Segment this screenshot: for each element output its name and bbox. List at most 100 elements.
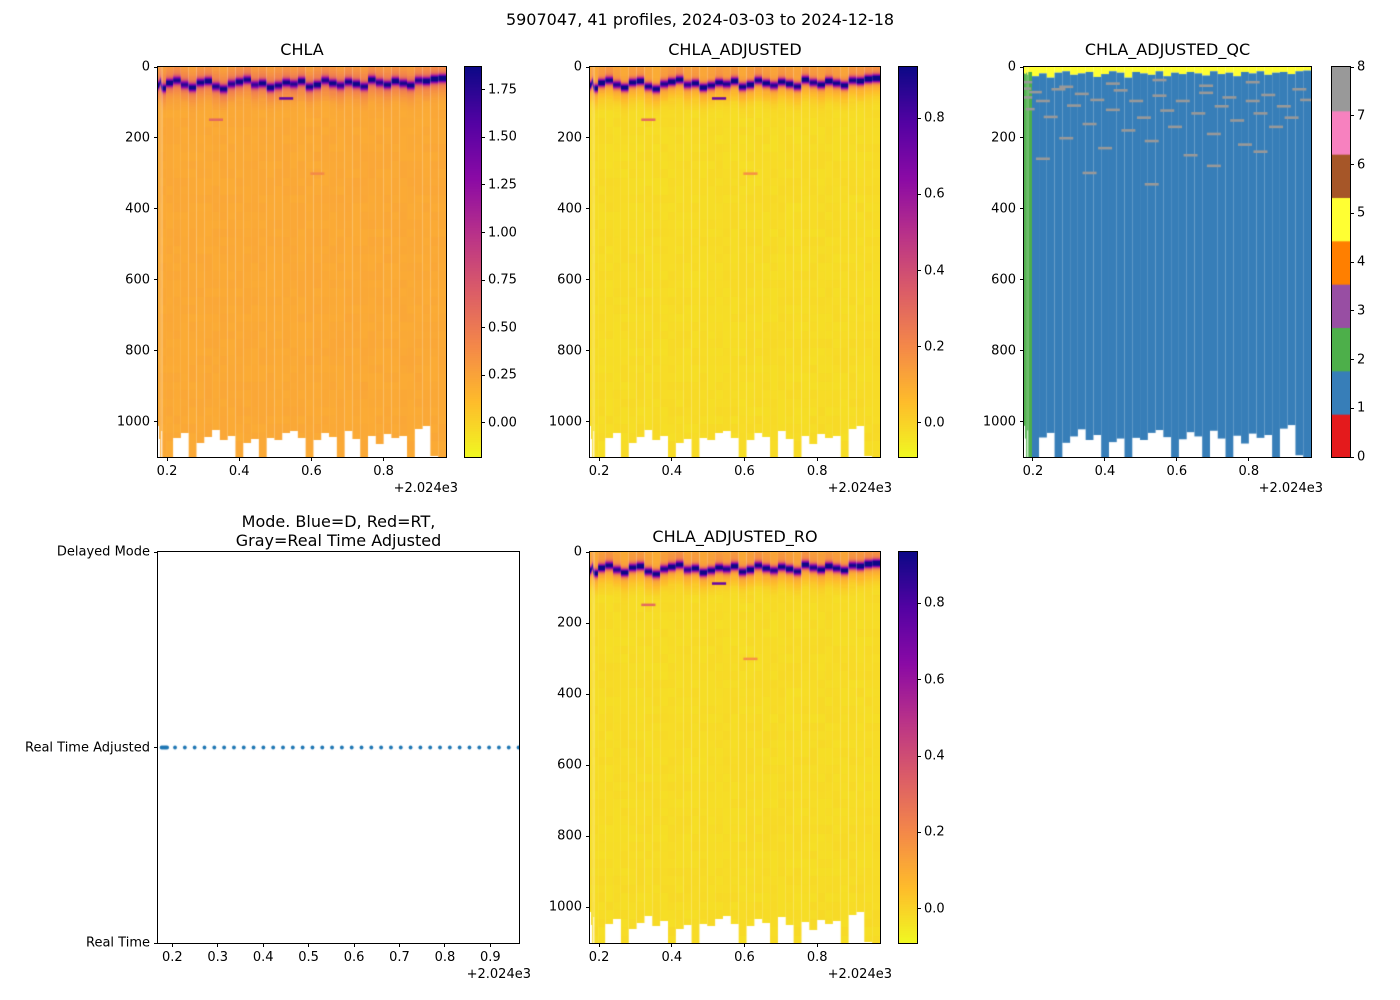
y-tick-mark [154, 350, 158, 352]
y-tick-label: 0 [573, 59, 582, 75]
colorbar-tick-label: 0.25 [488, 367, 517, 383]
colorbar-tick-mark [1350, 164, 1354, 165]
x-tick-mark [166, 457, 168, 461]
y-tick-label: 400 [991, 201, 1016, 217]
colorbar-tick-label: 0.4 [924, 748, 945, 764]
colorbar-tick-mark [917, 117, 921, 119]
x-tick-label: 0.8 [1238, 464, 1260, 479]
y-tick-mark [586, 693, 590, 695]
y-tick-mark [1020, 350, 1024, 352]
x-tick-mark [671, 943, 673, 947]
y-tick-mark [586, 137, 590, 139]
chla-adjusted-colorbar-canvas [899, 67, 917, 457]
y-tick-label: 600 [557, 272, 582, 288]
colorbar-tick-mark [1350, 310, 1354, 312]
y-tick-label: 400 [557, 201, 582, 217]
chla-title: CHLA [280, 40, 324, 59]
colorbar-tick-label: 0.2 [924, 339, 945, 355]
y-tick-mark [1020, 137, 1024, 139]
colorbar-tick-label: 4 [1357, 254, 1366, 270]
chla-adjusted-ro-colorbar: 0.8 0.6 0.4 0.2 0.0 [898, 551, 945, 944]
chla-colorbar-canvas [465, 67, 481, 457]
chla-adjusted-ro-colorbar-canvas [899, 552, 917, 943]
colorbar-tick-mark [481, 184, 485, 186]
x-axis-offset-label: +2.024e3 [827, 967, 892, 982]
y-category-label: Real Time Adjusted [25, 740, 150, 755]
colorbar-tick-mark [481, 232, 485, 233]
y-tick-mark [586, 208, 590, 210]
colorbar-tick-label: 0.6 [924, 672, 945, 688]
x-tick-mark [816, 943, 818, 947]
y-tick-label: 0 [141, 59, 150, 75]
colorbar-tick-mark [917, 831, 921, 833]
colorbar-tick-mark [481, 136, 485, 138]
colorbar-tick-label: 1.00 [488, 225, 517, 240]
colorbar-tick-mark [1350, 359, 1354, 360]
x-tick-mark [310, 457, 312, 461]
y-tick-label: 1000 [548, 899, 582, 915]
y-tick-mark [586, 906, 590, 908]
x-tick-label: 0.2 [161, 950, 183, 965]
x-tick-mark [598, 457, 600, 461]
colorbar-tick-label: 0.75 [488, 272, 517, 288]
colorbar-tick-label: 1.25 [488, 177, 517, 193]
y-tick-mark [154, 279, 158, 281]
colorbar-tick-label: 0.0 [924, 415, 945, 431]
y-tick-label: 600 [125, 272, 150, 288]
colorbar-tick-label: 2 [1357, 352, 1366, 367]
colorbar-tick-label: 7 [1357, 108, 1366, 124]
y-tick-mark [586, 350, 590, 352]
colorbar-tick-mark [1350, 261, 1354, 263]
chla-adjusted-heatmap-canvas [590, 67, 880, 457]
colorbar-tick-label: 1.50 [488, 129, 517, 145]
figure-title: 5907047, 41 profiles, 2024-03-03 to 2024… [505, 10, 895, 29]
y-tick-mark [586, 421, 590, 423]
x-axis-offset-label: +2.024e3 [827, 481, 892, 496]
chla-adjusted-ro-plot: 0.2 0.4 0.6 0.8 +2.024e3 0 200 400 600 800 1000 [549, 545, 892, 983]
y-tick-mark [154, 66, 158, 68]
x-tick-label: 0.4 [1094, 464, 1116, 479]
x-tick-mark [598, 943, 600, 947]
y-tick-mark [154, 747, 158, 748]
x-tick-label: 0.6 [734, 950, 755, 965]
chla-adjusted-colorbar: 0.8 0.6 0.4 0.2 0.0 [898, 66, 945, 458]
y-tick-mark [586, 622, 590, 624]
colorbar-tick-mark [1350, 456, 1354, 458]
chla-adjusted-plot: 0.2 0.4 0.6 0.8 +2.024e3 0 200 400 600 800 1000 [549, 60, 892, 497]
y-tick-label: 200 [991, 130, 1016, 146]
x-tick-label: 0.8 [373, 464, 394, 479]
y-tick-label: 1000 [548, 414, 582, 430]
y-tick-mark [154, 551, 158, 553]
y-tick-label: 800 [557, 343, 582, 359]
y-tick-mark [154, 137, 158, 139]
x-tick-mark [217, 943, 219, 947]
colorbar-tick-mark [481, 422, 485, 424]
x-tick-mark [171, 943, 173, 947]
x-tick-mark [262, 943, 264, 947]
chla-adjusted-qc-colorbar: 0 1 2 3 4 5 6 7 8 [1331, 60, 1365, 465]
y-tick-mark [586, 835, 590, 837]
x-tick-label: 0.4 [661, 464, 683, 479]
colorbar-tick-label: 5 [1357, 205, 1366, 221]
colorbar-tick-mark [1350, 66, 1354, 68]
y-tick-mark [1020, 66, 1024, 68]
y-tick-mark [586, 279, 590, 281]
colorbar-tick-label: 0.8 [924, 595, 945, 611]
chla-adjusted-ro-title: CHLA_ADJUSTED_RO [652, 527, 818, 546]
colorbar-tick-label: 0.00 [488, 415, 517, 431]
x-tick-label: 0.2 [156, 464, 178, 479]
x-tick-mark [489, 943, 491, 947]
y-tick-label: 600 [991, 272, 1016, 288]
y-tick-mark [154, 208, 158, 210]
colorbar-tick-label: 0.2 [924, 824, 945, 840]
y-tick-label: 800 [991, 343, 1016, 359]
x-tick-mark [383, 457, 385, 461]
y-tick-label: 200 [557, 130, 582, 146]
chla-adjusted-qc-title: CHLA_ADJUSTED_QC [1084, 40, 1251, 59]
chla-adjusted-ro-heatmap-canvas [590, 552, 880, 943]
chla-colorbar: 1.75 1.50 1.25 1.00 0.75 0.50 0.25 0.00 [464, 66, 517, 458]
x-tick-label: 0.4 [252, 950, 274, 965]
mode-scatter-canvas [158, 552, 519, 943]
y-tick-mark [154, 421, 158, 423]
